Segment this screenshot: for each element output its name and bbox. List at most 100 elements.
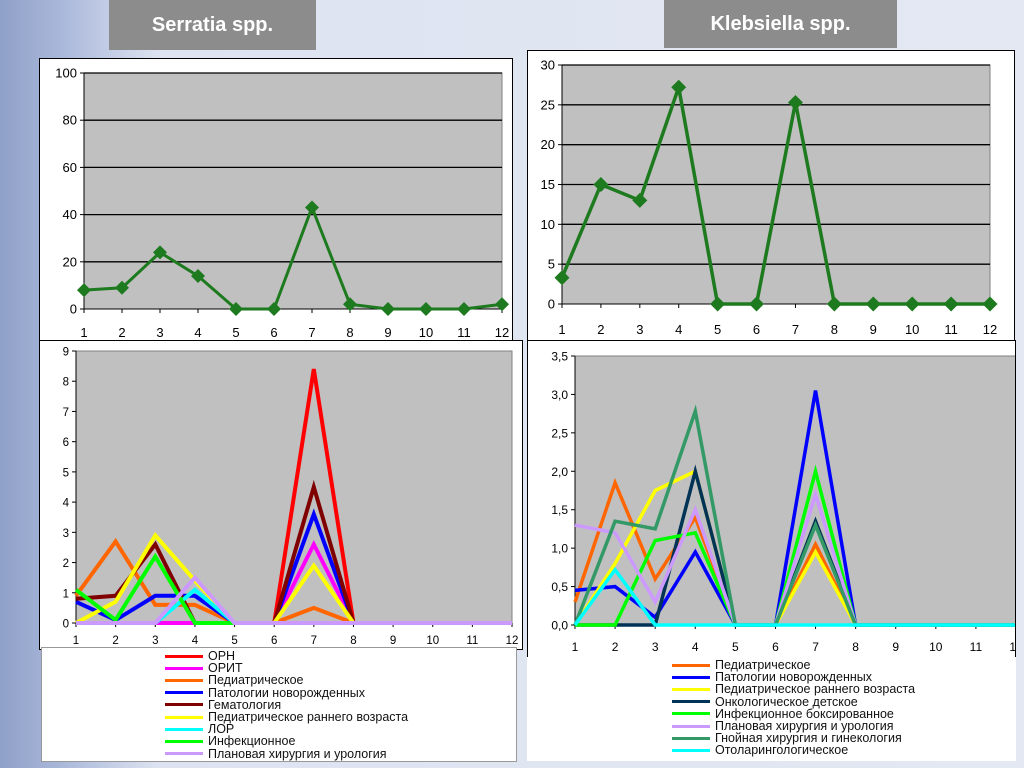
data-point xyxy=(904,296,920,312)
legend-swatch xyxy=(672,724,710,728)
legend-swatch xyxy=(672,736,710,740)
legend-swatch xyxy=(672,687,710,691)
legend-swatch xyxy=(672,663,710,667)
legend-label: Гематология xyxy=(208,697,282,712)
x-tick-label: 2 xyxy=(112,635,118,647)
data-point xyxy=(554,270,570,286)
data-point xyxy=(495,297,509,312)
data-point xyxy=(749,296,765,312)
y-tick-label: 1 xyxy=(63,588,69,600)
legend-swatch xyxy=(165,715,203,719)
x-tick-label: 7 xyxy=(812,640,819,654)
x-tick-label: 3 xyxy=(156,325,163,340)
x-tick-label: 6 xyxy=(271,635,277,647)
serratia-departments-panel: 0 1 2 3 4 5 6 7 8 9 1 2 3 4 5 6 7 8 9 10 11 12 xyxy=(39,340,523,650)
legend-label: Педиатрическое раннего возраста xyxy=(208,709,409,724)
legend-item: Педиатрическое xyxy=(672,659,1016,671)
data-point xyxy=(593,177,609,192)
x-tick-label: 8 xyxy=(831,322,838,337)
x-tick-label: 4 xyxy=(192,635,199,647)
x-tick-label: 1 xyxy=(572,640,579,654)
x-tick-label: 1 xyxy=(80,325,87,340)
data-point xyxy=(267,302,281,316)
data-point xyxy=(943,296,959,312)
x-tick-label: 9 xyxy=(870,322,877,337)
y-tick-label: 3,0 xyxy=(551,388,568,402)
legend-swatch xyxy=(165,666,203,670)
x-tick-label: 4 xyxy=(194,325,201,340)
y-tick-label: 2,5 xyxy=(551,426,568,440)
legend-label: Педиатрическое xyxy=(715,658,811,672)
data-point xyxy=(982,296,998,312)
legend-item: ОРИТ xyxy=(165,662,516,675)
x-tick-label: 6 xyxy=(753,322,760,337)
y-tick-label: 2 xyxy=(63,558,69,570)
y-tick-label: 0 xyxy=(548,297,555,312)
y-tick-label: 1,0 xyxy=(551,542,568,556)
y-tick-label: 5 xyxy=(548,257,555,272)
data-point xyxy=(191,268,205,283)
x-tick-label: 2 xyxy=(612,640,619,654)
x-tick-label: 1 xyxy=(73,635,79,647)
x-tick-label: 10 xyxy=(929,640,943,654)
legend-item: Плановая хирургия и урология xyxy=(165,746,516,761)
x-tick-label: 11 xyxy=(970,640,983,654)
title-serratia: Serratia spp. xyxy=(109,0,316,50)
y-tick-label: 20 xyxy=(63,254,77,269)
x-tick-label: 8 xyxy=(350,635,356,647)
x-tick-label: 5 xyxy=(714,322,721,337)
legend-swatch xyxy=(672,675,710,679)
x-tick-label: 3 xyxy=(152,635,158,647)
legend-label: Онкологическое детское xyxy=(715,694,858,709)
legend-swatch xyxy=(672,700,710,704)
serratia-departments-legend: ОРН ОРИТ Педиатрическое Патологии новорожде… xyxy=(41,647,517,762)
y-tick-label: 0,5 xyxy=(551,580,568,594)
x-tick-label: 11 xyxy=(466,635,478,647)
data-point xyxy=(826,296,842,312)
y-tick-label: 4 xyxy=(63,498,70,510)
y-tick-label: 40 xyxy=(63,207,77,222)
x-tick-label: 6 xyxy=(270,325,277,340)
legend-item: Патологии новорожденных xyxy=(165,685,516,700)
plot-area xyxy=(75,350,513,624)
x-tick-label: 12 xyxy=(983,322,997,337)
legend-label: ОРН xyxy=(208,649,236,663)
y-tick-label: 80 xyxy=(63,113,77,128)
data-point xyxy=(671,79,687,95)
legend-label: ЛОР xyxy=(208,722,235,737)
x-tick-label: 5 xyxy=(732,640,739,654)
y-tick-label: 2,0 xyxy=(551,465,568,479)
x-tick-label: 3 xyxy=(652,640,659,654)
x-tick-label: 11 xyxy=(457,325,471,340)
y-tick-label: 100 xyxy=(55,66,77,81)
x-tick-label: 3 xyxy=(636,322,643,337)
legend-swatch xyxy=(165,739,203,743)
data-point xyxy=(343,297,357,312)
x-tick-label: 8 xyxy=(852,640,859,654)
legend-label: Плановая хирургия и урология xyxy=(208,746,387,761)
x-tick-label: 7 xyxy=(792,322,799,337)
legend-item: Онкологическое детское xyxy=(672,694,1016,709)
legend-swatch xyxy=(672,712,710,716)
x-tick-label: 10 xyxy=(905,322,919,337)
legend-label: Инфекционное xyxy=(208,734,296,749)
data-point xyxy=(787,94,803,110)
x-tick-label: 10 xyxy=(419,325,433,340)
legend-label: Отоларингологическое xyxy=(715,743,849,758)
data-point xyxy=(710,296,726,312)
legend-label: Патологии новорожденных xyxy=(208,685,366,700)
y-tick-label: 30 xyxy=(541,58,555,73)
data-point xyxy=(305,200,319,215)
x-tick-label: 9 xyxy=(390,635,396,647)
y-tick-label: 1,5 xyxy=(551,503,568,517)
legend-label: Плановая хирургия и урология xyxy=(715,718,894,733)
data-point xyxy=(229,302,243,316)
y-tick-label: 3 xyxy=(63,528,69,540)
plot-area xyxy=(574,355,1017,626)
klebsiella-departments-chart: 0,00,51,01,52,02,53,03,5123456789101112 xyxy=(551,350,1023,655)
y-tick-label: 5 xyxy=(63,467,69,479)
legend-item: Гнойная хирургия и гинекология xyxy=(672,732,1016,744)
